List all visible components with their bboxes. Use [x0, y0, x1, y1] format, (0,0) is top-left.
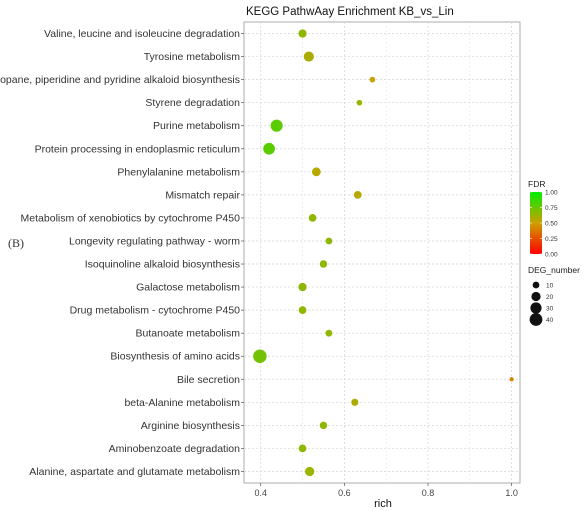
size-legend-dot: [530, 302, 542, 314]
data-point: [319, 260, 328, 268]
data-point: [270, 119, 283, 132]
y-tick-label: Purine metabolism: [153, 120, 240, 132]
x-axis-label: rich: [374, 498, 392, 510]
data-point: [353, 191, 362, 199]
size-legend-label: 40: [546, 317, 554, 324]
size-legend-dot: [532, 281, 540, 289]
y-tick-label: Biosynthesis of amino acids: [110, 351, 240, 363]
chart-title: KEGG PathwAay Enrichment KB_vs_Lin: [246, 6, 454, 18]
size-legend-dot: [529, 313, 543, 326]
y-tick-label: Mismatch repair: [165, 189, 240, 201]
size-legend-title: DEG_number: [528, 265, 580, 275]
data-point: [303, 51, 314, 62]
data-point: [305, 466, 315, 477]
y-tick-label: Styrene degradation: [145, 97, 240, 109]
fdr-tick-label: 0.00: [545, 252, 558, 259]
y-tick-label: Metabolism of xenobiotics by cytochrome …: [21, 212, 241, 224]
y-tick-label: Arginine biosynthesis: [141, 420, 240, 432]
fdr-tick-label: 1.00: [545, 190, 558, 197]
fdr-tick-label: 0.75: [545, 205, 558, 212]
data-point: [253, 349, 267, 363]
y-tick-label: beta-Alanine metabolism: [124, 397, 240, 409]
data-point: [263, 142, 275, 155]
y-tick-label: Phenylalanine metabolism: [117, 166, 240, 178]
size-legend-label: 20: [546, 294, 554, 301]
y-tick-label: Alanine, aspartate and glutamate metabol…: [29, 466, 240, 478]
y-tick-label: Drug metabolism - cytochrome P450: [70, 305, 241, 317]
fdr-colorbar: [530, 192, 542, 254]
data-point: [298, 306, 307, 314]
x-tick-label: 1.0: [505, 488, 518, 498]
data-point: [298, 282, 307, 292]
data-point: [319, 421, 328, 430]
data-point: [308, 214, 317, 222]
data-point: [325, 237, 333, 245]
x-tick-label: 0.4: [254, 488, 267, 498]
data-point: [351, 398, 359, 406]
y-tick-label: Galactose metabolism: [136, 282, 240, 294]
size-legend-dot: [531, 291, 541, 302]
y-tick-label: Longevity regulating pathway - worm: [69, 235, 240, 247]
y-tick-label: Butanoate metabolism: [136, 328, 241, 340]
y-tick-label: Protein processing in endoplasmic reticu…: [35, 143, 241, 155]
y-tick-label: Tropane, piperidine and pyridine alkaloi…: [0, 74, 240, 86]
fdr-tick-label: 0.50: [545, 221, 558, 228]
size-legend-label: 30: [546, 306, 554, 313]
x-tick-label: 0.8: [422, 488, 435, 498]
data-point: [298, 29, 307, 38]
data-point: [509, 377, 514, 382]
data-point: [356, 99, 363, 106]
data-point: [298, 444, 307, 453]
y-tick-label: Isoquinoline alkaloid biosynthesis: [85, 259, 240, 271]
x-tick-label: 0.6: [338, 488, 351, 498]
panel-label: (B): [8, 236, 24, 250]
y-tick-label: Bile secretion: [177, 374, 240, 386]
data-point: [311, 167, 321, 177]
fdr-legend-title: FDR: [528, 179, 545, 189]
y-tick-label: Valine, leucine and isoleucine degradati…: [44, 28, 240, 40]
fdr-tick-label: 0.25: [545, 236, 558, 243]
size-legend-label: 10: [546, 283, 554, 290]
data-point: [369, 76, 376, 83]
y-tick-label: Tyrosine metabolism: [144, 51, 241, 63]
data-point: [325, 329, 333, 337]
y-tick-label: Aminobenzoate degradation: [109, 443, 241, 455]
plot-panel: [243, 21, 521, 484]
